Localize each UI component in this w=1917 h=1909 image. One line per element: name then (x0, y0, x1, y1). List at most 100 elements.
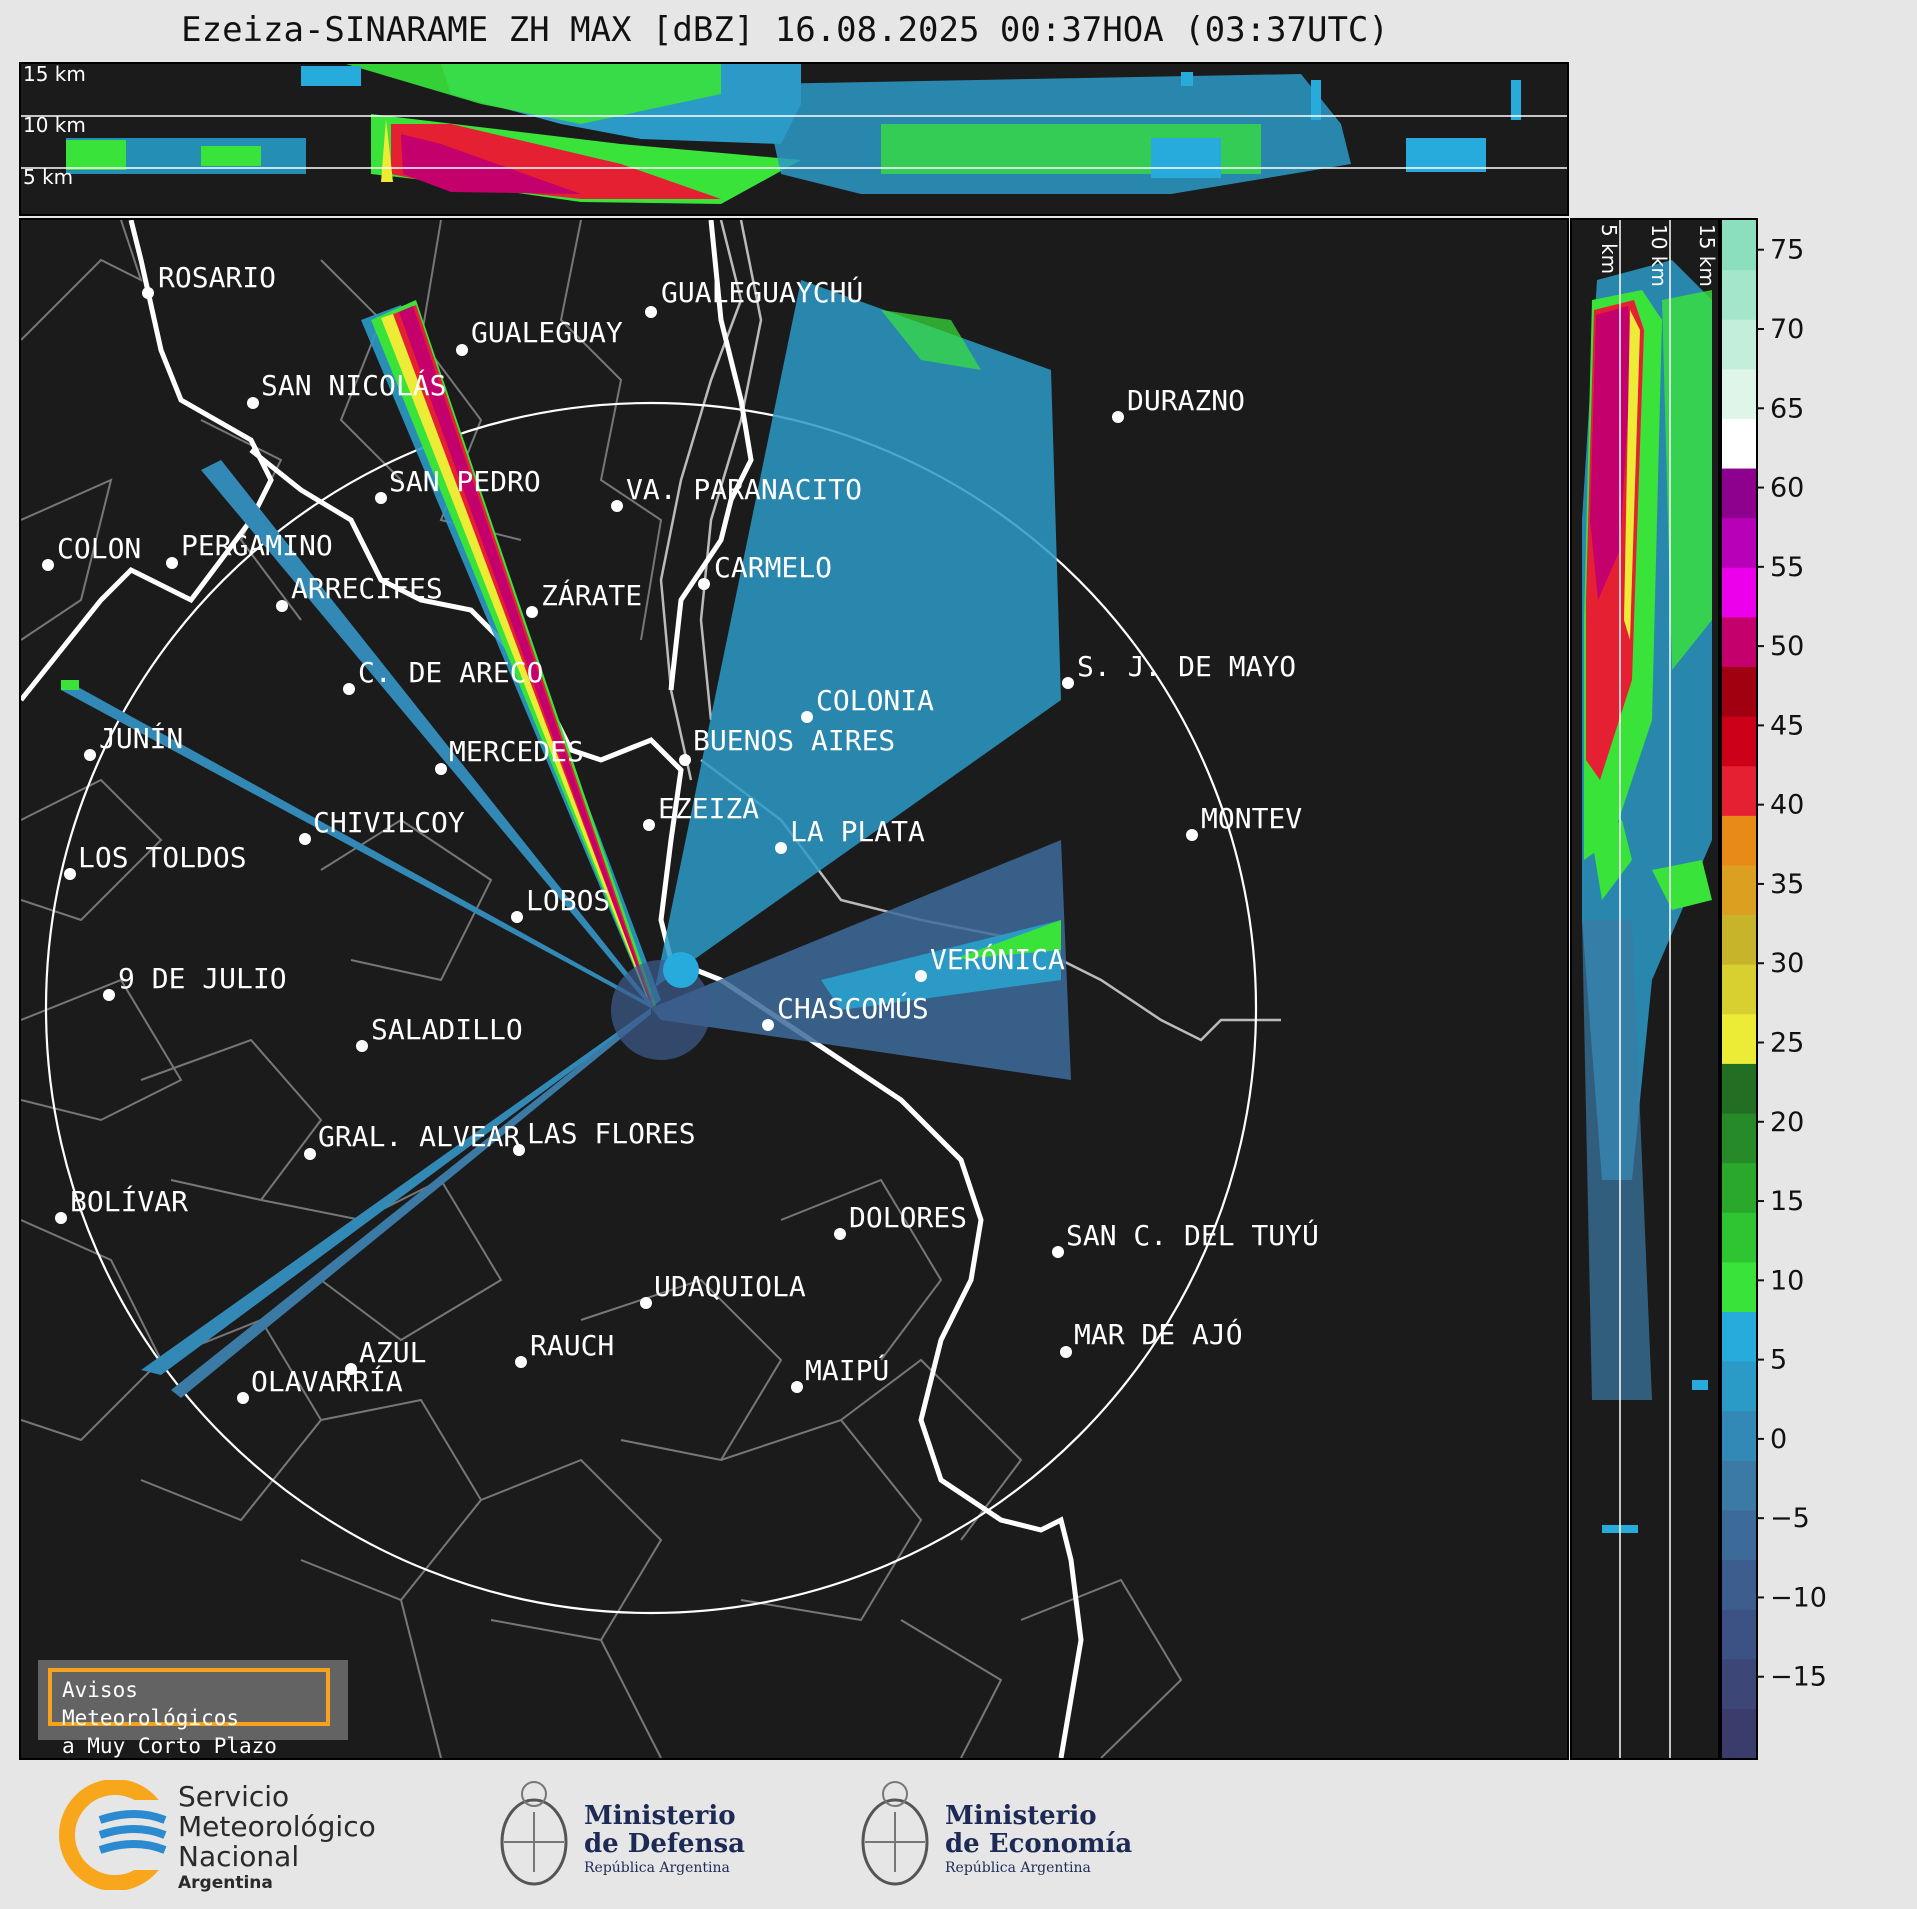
colorbar-tick-label: 50 (1770, 631, 1804, 662)
colorbar-tick-label: 45 (1770, 710, 1804, 741)
top-cross-section-svg: 15 km 10 km 5 km (21, 64, 1567, 204)
smn-line3: Nacional (178, 1840, 300, 1873)
colorbar-segment (1722, 319, 1756, 370)
colorbar-tick-label: 70 (1770, 314, 1804, 345)
top-cross-section-panel: 15 km 10 km 5 km (19, 62, 1569, 216)
side-cross-section-panel: 5 km 10 km 15 km (1570, 218, 1720, 1760)
top-echo-bands (66, 64, 1521, 204)
city-colonia: COLONIA (816, 684, 934, 717)
colorbar-segment (1722, 1113, 1756, 1164)
defensa-line2: de Defensa (584, 1829, 745, 1859)
city-san-nicolas: SAN NICOLÁS (261, 368, 446, 402)
colorbar-segment (1722, 1013, 1756, 1064)
colorbar-segment (1722, 1261, 1756, 1312)
colorbar-segment (1722, 269, 1756, 320)
city-mar-de-ajo: MAR DE AJÓ (1074, 1317, 1243, 1351)
smn-logo-text: Servicio Meteorológico Nacional Argentin… (178, 1782, 376, 1894)
city-chascomus: CHASCOMÚS (777, 991, 929, 1025)
colorbar-tick-label: 35 (1770, 869, 1804, 900)
city-durazno: DURAZNO (1127, 384, 1245, 417)
defensa-line3: República Argentina (584, 1860, 730, 1876)
colorbar-tick-label: −15 (1770, 1662, 1827, 1693)
smn-line2: Meteorológico (178, 1810, 376, 1843)
defensa-logo-text: Ministerio de Defensa República Argentin… (584, 1802, 745, 1878)
colorbar-tick-label: 60 (1770, 473, 1804, 504)
economia-line3: República Argentina (945, 1860, 1091, 1876)
colorbar-tick-label: 5 (1770, 1345, 1787, 1376)
economia-shield-icon (861, 1781, 929, 1886)
radar-echoes (61, 280, 1071, 1398)
colorbar-tick-label: 55 (1770, 552, 1804, 583)
city-buenos-aires: BUENOS AIRES (693, 724, 895, 757)
colorbar-segment (1722, 1212, 1756, 1263)
radar-map-panel: ROSARIO GUALEGUAYCHÚ GUALEGUAY SAN NICOL… (19, 218, 1569, 1760)
colorbar-tick-label: −10 (1770, 1582, 1827, 1613)
economia-line2: de Economía (945, 1829, 1133, 1859)
top-height-label-5km: 5 km (23, 165, 73, 189)
city-udaquiola: UDAQUIOLA (654, 1270, 806, 1303)
economia-line1: Ministerio (945, 1801, 1097, 1831)
city-gral-alvear: GRAL. ALVEAR (318, 1120, 520, 1153)
city-colon: COLON (57, 532, 141, 565)
side-height-label-15km: 15 km (1695, 224, 1718, 287)
city-montevideo: MONTEV (1201, 802, 1302, 835)
city-lobos: LOBOS (526, 884, 610, 917)
colorbar-segment (1722, 1708, 1756, 1759)
range-ring (44, 401, 1258, 1615)
legend-line2: a Muy Corto Plazo (62, 1734, 277, 1758)
city-9-de-julio: 9 DE JULIO (118, 962, 287, 995)
colorbar-svg (1722, 220, 1756, 1759)
city-azul: AZUL (359, 1336, 426, 1369)
colorbar (1720, 218, 1758, 1760)
colorbar-segment (1722, 1460, 1756, 1511)
city-los-toldos: LOS TOLDOS (78, 841, 247, 874)
side-height-label-10km: 10 km (1647, 224, 1671, 287)
top-height-label-10km: 10 km (23, 113, 86, 137)
city-veronica: VERÓNICA (930, 942, 1065, 976)
city-dolores: DOLORES (849, 1201, 967, 1234)
city-ezeiza: EZEIZA (658, 792, 759, 825)
city-olavarria: OLAVARRÍA (251, 1364, 403, 1398)
city-sj-de-mayo: S. J. DE MAYO (1077, 650, 1296, 683)
city-las-flores: LAS FLORES (527, 1117, 696, 1150)
city-san-pedro: SAN PEDRO (389, 465, 541, 498)
colorbar-segment (1722, 418, 1756, 469)
colorbar-segment (1722, 815, 1756, 866)
colorbar-segment (1722, 368, 1756, 419)
colorbar-segment (1722, 1658, 1756, 1709)
city-zarate: ZÁRATE (541, 578, 642, 612)
city-maipu: MAIPÚ (805, 1353, 889, 1387)
city-la-plata: LA PLATA (790, 815, 925, 848)
city-saladillo: SALADILLO (371, 1013, 523, 1046)
colorbar-segment (1722, 567, 1756, 618)
city-rosario: ROSARIO (158, 261, 276, 294)
colorbar-segment (1722, 220, 1756, 271)
colorbar-segment (1722, 864, 1756, 916)
city-chivilcoy: CHIVILCOY (313, 806, 465, 839)
city-gualeguay: GUALEGUAY (471, 316, 623, 349)
defensa-line1: Ministerio (584, 1801, 736, 1831)
colorbar-tick-label: 25 (1770, 1027, 1804, 1058)
chart-title: Ezeiza-SINARAME ZH MAX [dBZ] 16.08.2025 … (181, 10, 1389, 50)
colorbar-tick-label: 75 (1770, 235, 1804, 266)
smn-logo-icon (59, 1780, 175, 1890)
colorbar-tick-label: −5 (1770, 1503, 1810, 1534)
colorbar-segment (1722, 716, 1756, 767)
legend-line1: Avisos Meteorológicos (62, 1678, 240, 1730)
colorbar-segment (1722, 1609, 1756, 1660)
colorbar-segment (1722, 1361, 1756, 1412)
city-pergamino: PERGAMINO (181, 529, 333, 562)
smn-line1: Servicio (178, 1780, 290, 1813)
radar-map-svg: ROSARIO GUALEGUAYCHÚ GUALEGUAY SAN NICOL… (21, 220, 1319, 1758)
economia-logo-text: Ministerio de Economía República Argenti… (945, 1802, 1132, 1878)
colorbar-segment (1722, 1410, 1756, 1461)
legend-inner: Avisos Meteorológicos a Muy Corto Plazo (48, 1668, 330, 1758)
city-c-de-areco: C. DE ARECO (358, 656, 543, 689)
colorbar-segment (1722, 964, 1756, 1015)
colorbar-tick-label: 65 (1770, 393, 1804, 424)
side-cross-section-svg: 5 km 10 km 15 km (1582, 220, 1718, 1758)
colorbar-segment (1722, 666, 1756, 717)
city-mercedes: MERCEDES (449, 735, 584, 768)
colorbar-tick-label: 10 (1770, 1265, 1804, 1296)
